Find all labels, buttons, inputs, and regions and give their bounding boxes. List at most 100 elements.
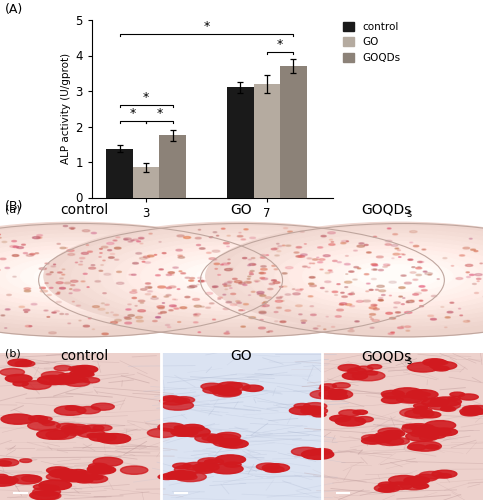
- Circle shape: [158, 313, 162, 314]
- Circle shape: [132, 290, 137, 291]
- Circle shape: [100, 252, 102, 254]
- Circle shape: [400, 408, 429, 417]
- Circle shape: [196, 265, 277, 287]
- Circle shape: [145, 262, 151, 264]
- Circle shape: [34, 265, 115, 287]
- Circle shape: [194, 314, 197, 315]
- Circle shape: [372, 264, 378, 266]
- Circle shape: [223, 294, 226, 295]
- Circle shape: [155, 254, 156, 255]
- Circle shape: [58, 226, 415, 326]
- Circle shape: [136, 316, 142, 318]
- Circle shape: [309, 283, 314, 284]
- Circle shape: [193, 298, 199, 300]
- Circle shape: [340, 302, 347, 304]
- Circle shape: [140, 302, 143, 304]
- Circle shape: [296, 256, 302, 257]
- Circle shape: [378, 487, 394, 492]
- Circle shape: [330, 257, 467, 295]
- Text: GOQDs: GOQDs: [361, 349, 412, 363]
- Circle shape: [224, 462, 241, 467]
- Circle shape: [428, 274, 431, 275]
- Circle shape: [410, 242, 413, 243]
- Bar: [159, 136, 186, 198]
- Circle shape: [408, 259, 413, 260]
- Circle shape: [131, 240, 134, 241]
- Circle shape: [174, 472, 206, 482]
- Circle shape: [138, 310, 145, 312]
- Circle shape: [475, 274, 482, 276]
- Circle shape: [126, 309, 131, 310]
- Circle shape: [196, 468, 214, 473]
- Circle shape: [432, 428, 457, 436]
- Circle shape: [149, 233, 152, 234]
- Circle shape: [430, 397, 461, 406]
- Circle shape: [379, 300, 384, 301]
- Circle shape: [330, 416, 351, 422]
- Circle shape: [234, 280, 242, 282]
- Circle shape: [353, 279, 357, 280]
- Circle shape: [24, 288, 30, 290]
- Circle shape: [213, 438, 241, 447]
- Circle shape: [285, 266, 293, 269]
- Circle shape: [227, 262, 230, 264]
- Text: *: *: [143, 91, 149, 104]
- Circle shape: [169, 257, 305, 295]
- Circle shape: [176, 250, 182, 251]
- Circle shape: [300, 289, 303, 290]
- Circle shape: [421, 431, 446, 438]
- Circle shape: [197, 463, 213, 468]
- Circle shape: [156, 274, 160, 276]
- Circle shape: [172, 299, 175, 300]
- Circle shape: [99, 238, 374, 314]
- Circle shape: [450, 392, 465, 396]
- Circle shape: [128, 314, 134, 316]
- Circle shape: [368, 435, 391, 442]
- Circle shape: [82, 230, 90, 232]
- Circle shape: [276, 297, 282, 298]
- Circle shape: [398, 327, 404, 328]
- Circle shape: [101, 303, 104, 304]
- Circle shape: [170, 274, 174, 275]
- Circle shape: [5, 308, 10, 310]
- Circle shape: [382, 396, 403, 404]
- Circle shape: [206, 222, 483, 330]
- Circle shape: [257, 293, 264, 295]
- Circle shape: [233, 278, 237, 280]
- Circle shape: [344, 261, 453, 292]
- Circle shape: [292, 289, 295, 290]
- Circle shape: [1, 315, 5, 316]
- Circle shape: [369, 306, 377, 309]
- Circle shape: [0, 234, 226, 318]
- Circle shape: [379, 290, 385, 292]
- Circle shape: [320, 269, 323, 270]
- Circle shape: [371, 264, 377, 265]
- Circle shape: [50, 376, 77, 384]
- Circle shape: [400, 482, 427, 490]
- Circle shape: [402, 395, 428, 403]
- Circle shape: [55, 406, 86, 415]
- Circle shape: [313, 263, 314, 264]
- Circle shape: [354, 250, 357, 251]
- Circle shape: [325, 281, 331, 282]
- Circle shape: [293, 293, 300, 295]
- Circle shape: [42, 372, 66, 379]
- Circle shape: [329, 244, 335, 246]
- Circle shape: [24, 309, 30, 311]
- Circle shape: [87, 434, 99, 438]
- Circle shape: [73, 289, 80, 291]
- Circle shape: [88, 466, 115, 474]
- Text: (b): (b): [5, 349, 21, 359]
- Circle shape: [215, 455, 245, 464]
- Circle shape: [378, 428, 402, 435]
- X-axis label: Time(day): Time(day): [177, 225, 248, 238]
- Circle shape: [173, 267, 178, 268]
- Circle shape: [87, 251, 92, 252]
- Circle shape: [409, 441, 441, 451]
- Circle shape: [337, 309, 343, 311]
- Circle shape: [157, 306, 165, 308]
- Circle shape: [230, 268, 233, 269]
- Circle shape: [162, 400, 193, 410]
- Circle shape: [241, 326, 245, 327]
- Circle shape: [56, 302, 61, 303]
